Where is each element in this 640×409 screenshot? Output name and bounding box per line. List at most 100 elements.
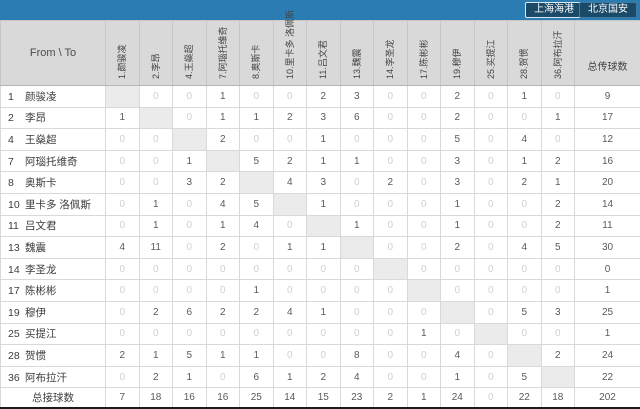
column-header-label: 10.里卡多 洛佩斯 xyxy=(284,9,295,79)
pass-count-cell: 0 xyxy=(105,279,140,302)
pass-count-cell: 0 xyxy=(272,214,307,238)
pass-count-cell: 4 xyxy=(239,214,274,238)
row-total-cell: 14 xyxy=(574,192,640,216)
pass-count-cell: 0 xyxy=(406,214,441,238)
pass-count-cell: 3 xyxy=(172,171,207,194)
pass-count-cell: 0 xyxy=(406,171,441,194)
pass-count-cell: 0 xyxy=(272,128,307,151)
pass-count-cell: 2 xyxy=(239,300,274,324)
pass-count-cell: 2 xyxy=(205,171,240,194)
pass-count-cell: 1 xyxy=(272,365,307,389)
pass-count-cell: 0 xyxy=(239,257,274,281)
column-header-label: 2.李昂 xyxy=(150,53,161,79)
pass-count-cell: 6 xyxy=(339,106,374,130)
pass-count-cell: 0 xyxy=(172,279,207,302)
pass-count-cell: 0 xyxy=(105,300,140,324)
table-row: 10 里卡多 洛佩斯 0 1 0 4 5 1 0 0 0 1 0 0 2 14 xyxy=(0,192,640,216)
pass-count-cell: 0 xyxy=(172,192,207,216)
pass-count-cell: 0 xyxy=(138,257,173,281)
pass-count-cell: 0 xyxy=(205,365,240,389)
pass-count-cell: 1 xyxy=(239,279,274,302)
pass-count-cell: 0 xyxy=(406,344,441,367)
pass-count-cell: 0 xyxy=(507,322,542,346)
pass-count-cell: 0 xyxy=(105,192,140,216)
pass-count-cell: 2 xyxy=(138,300,173,324)
pass-count-cell: 1 xyxy=(172,149,207,173)
column-total-cell: 25 xyxy=(239,387,274,409)
pass-count-cell: 0 xyxy=(473,257,508,281)
header-row: From \ To 1.颜骏凌 2.李昂 4.王燊超 7.阿瑙托维奇 8.奥斯卡 10.里… xyxy=(0,10,640,86)
pass-count-cell: 8 xyxy=(339,344,374,367)
column-header-label: 7.阿瑙托维奇 xyxy=(217,26,228,79)
pass-count-cell: 0 xyxy=(205,322,240,346)
pass-count-cell: 0 xyxy=(239,322,274,346)
table-row: 4 王燊超 0 0 2 0 0 1 0 0 0 5 0 4 0 12 xyxy=(0,128,640,151)
pass-count-cell: 1 xyxy=(205,106,240,130)
column-total-cell: 23 xyxy=(339,387,374,409)
column-header: 28.贺惯 xyxy=(507,20,542,86)
pass-count-cell: 1 xyxy=(406,322,441,346)
pass-count-cell: 4 xyxy=(205,192,240,216)
pass-count-cell: 11 xyxy=(138,236,173,259)
pass-count-cell: 0 xyxy=(373,192,408,216)
pass-count-cell: 2 xyxy=(306,365,341,389)
pass-count-cell: 1 xyxy=(306,300,341,324)
row-total-cell: 30 xyxy=(574,236,640,259)
pass-count-cell: 0 xyxy=(306,257,341,281)
pass-count-cell: 1 xyxy=(239,106,274,130)
pass-count-cell: 1 xyxy=(172,365,207,389)
total-received-label: 总接球数 xyxy=(0,387,106,409)
column-total-cell: 2 xyxy=(373,387,408,409)
pass-count-cell xyxy=(138,106,173,130)
pass-count-cell: 0 xyxy=(205,279,240,302)
column-total-cell: 14 xyxy=(272,387,307,409)
pass-count-cell: 0 xyxy=(540,257,575,281)
pass-count-cell: 0 xyxy=(373,279,408,302)
row-label: 28 贺惯 xyxy=(0,344,106,367)
pass-count-cell: 0 xyxy=(373,344,408,367)
column-total-cell: 0 xyxy=(473,387,508,409)
pass-count-cell: 0 xyxy=(172,85,207,108)
table-row: 36 阿布拉汗 0 2 1 0 6 1 2 4 0 0 1 0 5 22 xyxy=(0,365,640,389)
pass-count-cell: 0 xyxy=(507,106,542,130)
row-total-cell: 16 xyxy=(574,149,640,173)
pass-count-cell: 2 xyxy=(540,214,575,238)
pass-count-cell: 5 xyxy=(239,149,274,173)
pass-count-cell xyxy=(172,128,207,151)
pass-count-cell: 0 xyxy=(138,149,173,173)
pass-count-cell: 3 xyxy=(540,300,575,324)
pass-count-cell: 1 xyxy=(306,149,341,173)
pass-count-cell: 0 xyxy=(105,128,140,151)
team-button-home[interactable]: 上海海港 xyxy=(525,2,583,18)
row-total-cell: 11 xyxy=(574,214,640,238)
pass-count-cell: 0 xyxy=(406,365,441,389)
pass-count-cell: 0 xyxy=(138,128,173,151)
pass-count-cell: 1 xyxy=(239,344,274,367)
table-row: 14 李圣龙 0 0 0 0 0 0 0 0 0 0 0 0 0 0 xyxy=(0,257,640,281)
row-total-cell: 25 xyxy=(574,300,640,324)
pass-count-cell: 0 xyxy=(406,236,441,259)
column-total-cell: 15 xyxy=(306,387,341,409)
row-label: 36 阿布拉汗 xyxy=(0,365,106,389)
row-label: 1 颜骏凌 xyxy=(0,85,106,108)
pass-count-cell: 4 xyxy=(105,236,140,259)
pass-count-cell: 0 xyxy=(239,85,274,108)
pass-count-cell: 1 xyxy=(138,344,173,367)
pass-count-cell: 0 xyxy=(507,257,542,281)
pass-count-cell: 2 xyxy=(540,192,575,216)
pass-count-cell: 0 xyxy=(540,322,575,346)
team-button-away[interactable]: 北京国安 xyxy=(579,2,637,18)
pass-count-cell: 1 xyxy=(205,214,240,238)
pass-count-cell: 1 xyxy=(105,106,140,130)
pass-count-cell: 4 xyxy=(339,365,374,389)
pass-count-cell: 0 xyxy=(339,300,374,324)
pass-count-cell: 0 xyxy=(473,171,508,194)
pass-count-cell: 0 xyxy=(172,257,207,281)
column-header: 11.吕文君 xyxy=(306,20,341,86)
table-row: 2 李昂 1 0 1 1 2 3 6 0 0 2 0 0 1 17 xyxy=(0,106,640,130)
pass-count-cell: 0 xyxy=(373,106,408,130)
pass-count-cell: 1 xyxy=(440,214,475,238)
column-total-cell: 7 xyxy=(105,387,140,409)
pass-count-cell: 6 xyxy=(239,365,274,389)
column-header: 7.阿瑙托维奇 xyxy=(205,20,240,86)
